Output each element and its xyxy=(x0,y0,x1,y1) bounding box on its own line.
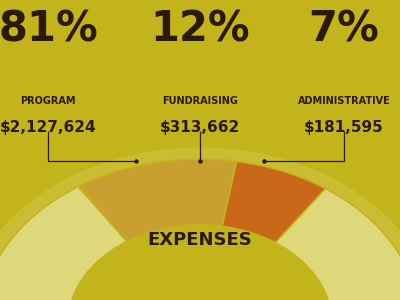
Wedge shape xyxy=(0,187,400,300)
Text: ADMINISTRATIVE: ADMINISTRATIVE xyxy=(298,96,390,106)
Wedge shape xyxy=(222,161,326,243)
Text: 7%: 7% xyxy=(309,9,379,51)
Text: PROGRAM: PROGRAM xyxy=(20,96,76,106)
Text: FUNDRAISING: FUNDRAISING xyxy=(162,96,238,106)
Text: $181,595: $181,595 xyxy=(304,120,384,135)
Text: 12%: 12% xyxy=(150,9,250,51)
Circle shape xyxy=(0,147,400,300)
Text: 81%: 81% xyxy=(0,9,98,51)
Circle shape xyxy=(68,225,332,300)
Wedge shape xyxy=(78,159,237,242)
Text: $313,662: $313,662 xyxy=(160,120,240,135)
Text: $2,127,624: $2,127,624 xyxy=(0,120,96,135)
Text: EXPENSES: EXPENSES xyxy=(148,231,252,249)
